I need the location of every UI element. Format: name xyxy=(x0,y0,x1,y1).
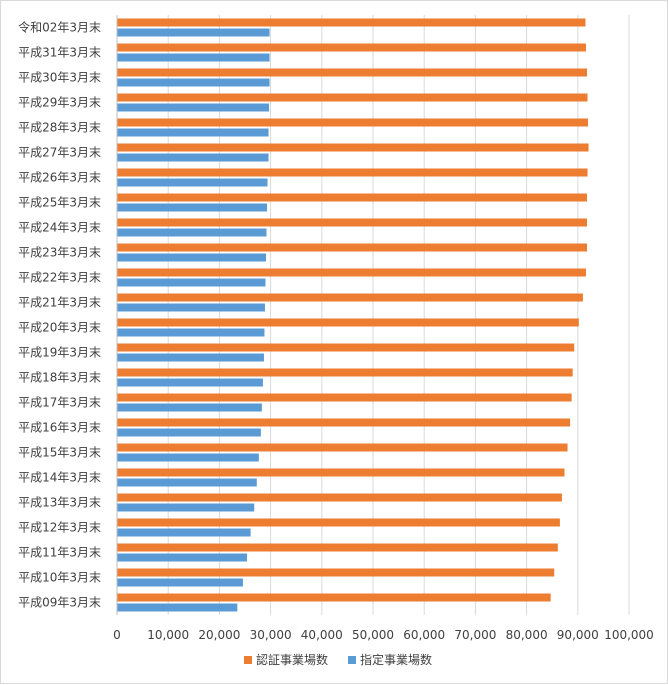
bar-series-1 xyxy=(117,418,571,427)
bar-series-2 xyxy=(117,603,238,612)
bar-series-1 xyxy=(117,268,586,277)
bars xyxy=(117,18,589,612)
bar-series-1 xyxy=(117,293,583,302)
x-tick-label: 10,000 xyxy=(147,628,189,642)
bar-series-1 xyxy=(117,493,562,502)
bar-series-2 xyxy=(117,253,266,262)
legend-label: 指定事業場数 xyxy=(360,652,432,667)
x-tick-label: 40,000 xyxy=(301,628,343,642)
x-tick-label: 60,000 xyxy=(403,628,445,642)
bar-series-1 xyxy=(117,443,568,452)
legend: 認証事業場数 指定事業場数 xyxy=(244,652,432,667)
bar-series-1 xyxy=(117,318,579,327)
bar-series-1 xyxy=(117,468,565,477)
bar-series-2 xyxy=(117,53,270,62)
category-label: 平成26年3月末 xyxy=(18,171,101,185)
bar-series-2 xyxy=(117,128,269,137)
bar-series-1 xyxy=(117,193,588,202)
bar-series-1 xyxy=(117,343,575,352)
bar-series-2 xyxy=(117,503,255,512)
category-label: 平成18年3月末 xyxy=(18,371,101,385)
bar-series-1 xyxy=(117,118,589,127)
category-label: 平成20年3月末 xyxy=(18,321,101,335)
category-label: 平成27年3月末 xyxy=(18,146,101,160)
bar-series-2 xyxy=(117,278,266,287)
category-label: 平成28年3月末 xyxy=(18,121,101,135)
category-label: 令和02年3月末 xyxy=(18,20,101,35)
bar-series-1 xyxy=(117,243,588,252)
bar-series-2 xyxy=(117,328,265,337)
bar-series-2 xyxy=(117,528,251,537)
bar-series-1 xyxy=(117,518,560,527)
category-label: 平成17年3月末 xyxy=(18,396,101,410)
category-label: 平成21年3月末 xyxy=(18,296,101,310)
bar-series-1 xyxy=(117,593,551,602)
bar-series-1 xyxy=(117,93,588,102)
x-tick-label: 30,000 xyxy=(250,628,292,642)
category-label: 平成19年3月末 xyxy=(18,346,101,360)
bar-series-2 xyxy=(117,78,270,87)
bar-series-2 xyxy=(117,353,264,362)
category-label: 平成29年3月末 xyxy=(18,96,101,110)
bar-series-1 xyxy=(117,43,586,52)
bar-series-2 xyxy=(117,378,263,387)
x-tick-label: 0 xyxy=(113,628,121,642)
category-label: 平成24年3月末 xyxy=(18,221,101,235)
x-tick-label: 90,000 xyxy=(557,628,599,642)
category-label: 平成23年3月末 xyxy=(18,246,101,260)
x-tick-label: 50,000 xyxy=(352,628,394,642)
bar-series-2 xyxy=(117,203,268,212)
bar-series-1 xyxy=(117,143,589,152)
bar-series-2 xyxy=(117,303,265,312)
category-label: 平成09年3月末 xyxy=(18,596,101,610)
x-tick-label: 20,000 xyxy=(198,628,240,642)
bar-series-1 xyxy=(117,68,588,77)
bar-series-1 xyxy=(117,168,588,177)
bar-series-2 xyxy=(117,428,261,437)
category-label: 平成22年3月末 xyxy=(18,271,101,285)
category-label: 平成30年3月末 xyxy=(18,71,101,85)
category-label: 平成16年3月末 xyxy=(18,421,101,435)
bar-series-2 xyxy=(117,478,257,487)
bar-series-2 xyxy=(117,103,270,112)
bar-series-2 xyxy=(117,228,267,237)
x-tick-label: 70,000 xyxy=(454,628,496,642)
bar-series-2 xyxy=(117,178,268,187)
bar-series-2 xyxy=(117,553,248,562)
bar-series-2 xyxy=(117,28,270,37)
legend-swatch xyxy=(348,656,356,664)
bar-series-1 xyxy=(117,218,588,227)
category-label: 平成31年3月末 xyxy=(18,46,101,60)
bar-series-2 xyxy=(117,403,262,412)
legend-label: 認証事業場数 xyxy=(256,652,328,667)
category-label: 平成25年3月末 xyxy=(18,196,101,210)
axis: 0 10,000 20,000 30,000 40,000 50,000 60,000 70,… xyxy=(18,15,654,642)
gridlines xyxy=(116,15,630,615)
bar-series-1 xyxy=(117,543,558,552)
category-label: 平成10年3月末 xyxy=(18,571,101,585)
category-label: 平成15年3月末 xyxy=(18,446,101,460)
bar-series-1 xyxy=(117,393,572,402)
bar-series-1 xyxy=(117,568,555,577)
category-label: 平成11年3月末 xyxy=(18,546,101,560)
bar-series-2 xyxy=(117,153,269,162)
x-tick-label: 80,000 xyxy=(506,628,548,642)
bar-series-2 xyxy=(117,578,243,587)
bar-series-1 xyxy=(117,18,586,27)
category-label: 平成12年3月末 xyxy=(18,521,101,535)
category-label: 平成13年3月末 xyxy=(18,496,101,510)
bar-series-2 xyxy=(117,453,259,462)
x-tick-label: 100,000 xyxy=(604,628,654,642)
category-label: 平成14年3月末 xyxy=(18,471,101,485)
bar-series-1 xyxy=(117,368,573,377)
legend-swatch xyxy=(244,656,252,664)
